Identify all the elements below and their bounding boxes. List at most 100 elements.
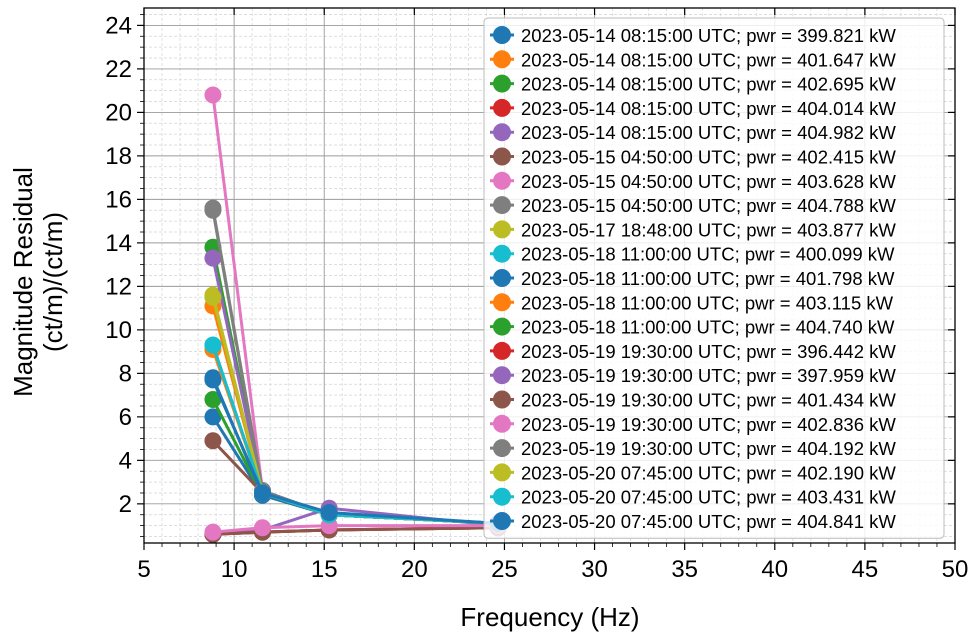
series-point: [204, 86, 222, 104]
legend-item: 2023-05-18 11:00:00 UTC; pwr = 404.740 k…: [490, 317, 895, 338]
legend-marker: [493, 512, 511, 530]
series-point: [204, 288, 222, 306]
series-9: [204, 286, 507, 532]
legend-marker: [493, 147, 511, 166]
legend-marker: [493, 50, 511, 69]
legend-item: 2023-05-14 08:15:00 UTC; pwr = 404.982 k…: [490, 122, 896, 143]
legend-item: 2023-05-19 19:30:00 UTC; pwr = 401.434 k…: [490, 390, 896, 411]
legend-label: 2023-05-19 19:30:00 UTC; pwr = 397.959 k…: [521, 365, 896, 386]
x-tick-label: 50: [942, 556, 969, 583]
series-point: [253, 519, 271, 537]
legend-label: 2023-05-14 08:15:00 UTC; pwr = 404.014 k…: [521, 98, 896, 119]
legend-marker: [493, 196, 511, 215]
legend-item: 2023-05-15 04:50:00 UTC; pwr = 403.628 k…: [490, 171, 896, 192]
legend-marker: [493, 26, 511, 44]
legend-item: 2023-05-18 11:00:00 UTC; pwr = 401.798 k…: [490, 268, 895, 289]
y-tick-label: 10: [105, 317, 132, 344]
series-point: [204, 408, 222, 426]
legend-item: 2023-05-20 07:45:00 UTC; pwr = 404.841 k…: [490, 511, 896, 532]
legend-marker: [493, 487, 511, 506]
legend-marker: [493, 439, 511, 458]
series-point: [320, 504, 338, 522]
legend-label: 2023-05-18 11:00:00 UTC; pwr = 404.740 k…: [521, 317, 895, 338]
legend-marker: [493, 390, 511, 409]
series-point: [204, 249, 222, 267]
legend-label: 2023-05-18 11:00:00 UTC; pwr = 400.099 k…: [521, 244, 895, 265]
series-point: [204, 199, 222, 217]
series-line: [211, 379, 499, 525]
series-point: [204, 371, 222, 389]
x-tick-label: 5: [137, 556, 150, 583]
x-tick-label: 10: [221, 556, 248, 583]
y-tick-label: 16: [105, 186, 132, 213]
legend-label: 2023-05-14 08:15:00 UTC; pwr = 401.647 k…: [521, 49, 896, 70]
legend-item: 2023-05-14 08:15:00 UTC; pwr = 404.014 k…: [490, 98, 896, 119]
y-axis-label-line1: Magnitude Residual: [8, 167, 38, 397]
legend-label: 2023-05-19 19:30:00 UTC; pwr = 396.442 k…: [521, 341, 896, 362]
series-layer: [204, 86, 507, 543]
legend-item: 2023-05-14 08:15:00 UTC; pwr = 402.695 k…: [490, 74, 896, 95]
legend-label: 2023-05-20 07:45:00 UTC; pwr = 404.841 k…: [521, 511, 896, 532]
series-point: [204, 432, 222, 450]
legend-item: 2023-05-17 18:48:00 UTC; pwr = 403.877 k…: [490, 219, 896, 240]
legend-marker: [493, 317, 511, 336]
y-tick-label: 24: [105, 12, 132, 39]
legend-label: 2023-05-18 11:00:00 UTC; pwr = 401.798 k…: [521, 268, 895, 289]
legend-label: 2023-05-20 07:45:00 UTC; pwr = 402.190 k…: [521, 462, 896, 483]
y-tick-label: 8: [119, 360, 132, 387]
y-tick-label: 22: [105, 56, 132, 83]
legend-label: 2023-05-19 19:30:00 UTC; pwr = 404.192 k…: [521, 438, 896, 459]
legend-label: 2023-05-19 19:30:00 UTC; pwr = 402.836 k…: [521, 414, 896, 435]
legend-item: 2023-05-19 19:30:00 UTC; pwr = 404.192 k…: [490, 438, 896, 459]
legend-marker: [493, 123, 511, 142]
legend-item: 2023-05-19 19:30:00 UTC; pwr = 396.442 k…: [490, 341, 896, 362]
y-axis-label-line2: (ct/m)/(ct/m): [38, 212, 68, 352]
legend-label: 2023-05-15 04:50:00 UTC; pwr = 404.788 k…: [521, 195, 896, 216]
x-tick-label: 45: [852, 556, 879, 583]
legend-item: 2023-05-14 08:15:00 UTC; pwr = 401.647 k…: [490, 49, 896, 70]
legend-item: 2023-05-18 11:00:00 UTC; pwr = 403.115 k…: [490, 292, 894, 313]
legend-item: 2023-05-19 19:30:00 UTC; pwr = 397.959 k…: [490, 365, 896, 386]
series-point: [253, 484, 271, 502]
y-tick-label: 14: [105, 230, 132, 257]
x-tick-label: 15: [311, 556, 338, 583]
legend-label: 2023-05-15 04:50:00 UTC; pwr = 403.628 k…: [521, 171, 896, 192]
legend-marker: [493, 341, 511, 360]
x-tick-label: 35: [671, 556, 698, 583]
x-tick-label: 20: [401, 556, 428, 583]
legend-marker: [493, 366, 511, 385]
x-tick-label: 25: [491, 556, 518, 583]
legend-marker: [493, 414, 511, 433]
y-tick-label: 12: [105, 273, 132, 300]
legend-item: 2023-05-18 11:00:00 UTC; pwr = 400.099 k…: [490, 244, 895, 265]
y-axis-label: Magnitude Residual (ct/m)/(ct/m): [8, 167, 68, 397]
legend-marker: [493, 220, 511, 239]
legend-item: 2023-05-20 07:45:00 UTC; pwr = 402.190 k…: [490, 462, 896, 483]
x-tick-label: 30: [581, 556, 608, 583]
legend-box: [483, 17, 945, 539]
legend-item: 2023-05-14 08:15:00 UTC; pwr = 399.821 k…: [490, 25, 896, 46]
legend-label: 2023-05-18 11:00:00 UTC; pwr = 403.115 k…: [521, 292, 894, 313]
x-axis-label: Frequency (Hz): [460, 602, 639, 632]
legend-label: 2023-05-20 07:45:00 UTC; pwr = 403.431 k…: [521, 487, 896, 508]
y-tick-label: 4: [119, 447, 132, 474]
y-tick-label: 20: [105, 99, 132, 126]
legend: 2023-05-14 08:15:00 UTC; pwr = 399.821 k…: [483, 17, 945, 539]
legend-label: 2023-05-19 19:30:00 UTC; pwr = 401.434 k…: [521, 390, 896, 411]
legend-marker: [493, 98, 511, 117]
x-tick-label: 40: [761, 556, 788, 583]
legend-item: 2023-05-20 07:45:00 UTC; pwr = 403.431 k…: [490, 487, 896, 508]
series-point: [204, 336, 222, 354]
series-line: [212, 526, 499, 536]
legend-item: 2023-05-19 19:30:00 UTC; pwr = 402.836 k…: [490, 414, 896, 435]
legend-label: 2023-05-17 18:48:00 UTC; pwr = 403.877 k…: [521, 219, 896, 240]
legend-marker: [493, 293, 511, 312]
series-line: [212, 524, 499, 534]
series-point: [204, 390, 222, 408]
legend-marker: [493, 463, 511, 482]
legend-label: 2023-05-14 08:15:00 UTC; pwr = 399.821 k…: [521, 25, 896, 46]
legend-label: 2023-05-15 04:50:00 UTC; pwr = 402.415 k…: [521, 147, 896, 168]
legend-marker: [493, 244, 511, 263]
